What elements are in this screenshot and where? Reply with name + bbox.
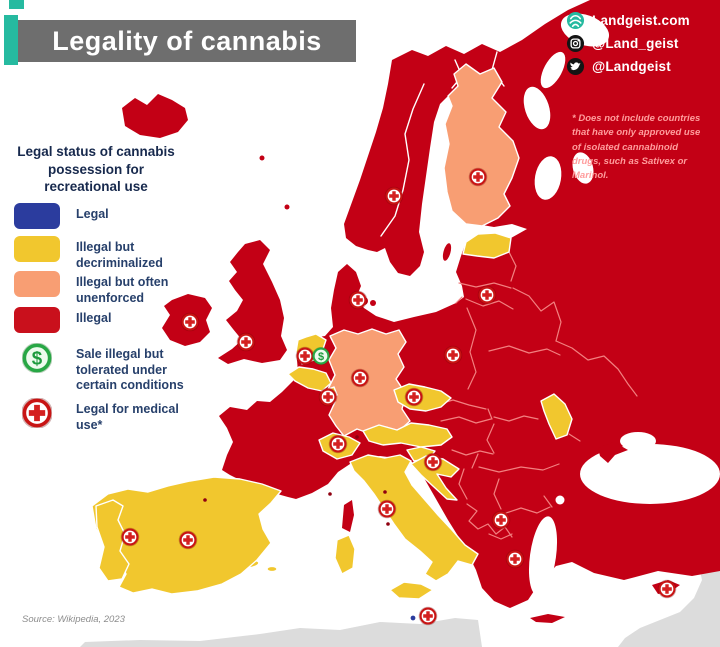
country-iceland xyxy=(122,94,188,138)
legend-item-medical-use: Legal for medical use* xyxy=(14,398,184,433)
north-macedonia-medical-marker xyxy=(491,510,511,530)
lithuania-medical-marker xyxy=(477,285,497,305)
spain-medical-marker xyxy=(178,530,198,550)
medical-cross-icon xyxy=(22,398,52,428)
norway-medical-marker xyxy=(384,186,404,206)
social-row-twitter: @Landgeist xyxy=(566,57,690,76)
united-kingdom-medical-marker xyxy=(236,332,256,352)
border-lines-pink xyxy=(435,251,638,540)
country-united-kingdom xyxy=(218,240,287,364)
country-andorra xyxy=(203,498,207,502)
source-caption: Source: Wikipedia, 2023 xyxy=(22,614,125,625)
legend-item-legal: Legal xyxy=(14,203,184,229)
luxembourg-medical-marker xyxy=(318,387,338,407)
legend-item-decriminalized: Illegal but decriminalized xyxy=(14,236,184,271)
switzerland-medical-marker xyxy=(328,434,348,454)
island-shetland xyxy=(284,204,290,210)
island-funen xyxy=(370,300,376,306)
legal-swatch xyxy=(14,203,60,229)
island-crete xyxy=(530,614,565,623)
island-sardinia xyxy=(334,534,356,575)
social-links: Landgeist.com @Land_geist @Landgeist xyxy=(566,11,690,76)
island-faroe xyxy=(259,155,265,161)
greece-medical-marker xyxy=(505,549,525,569)
country-portugal xyxy=(95,499,130,582)
illegal-swatch xyxy=(14,307,60,333)
unenforced-swatch xyxy=(14,271,60,297)
legend-item-unenforced: Illegal but often unenforced xyxy=(14,271,184,306)
page-title: Legality of cannabis xyxy=(52,25,322,56)
country-monaco xyxy=(328,492,332,496)
island-menorca xyxy=(266,565,278,573)
country-liechtenstein xyxy=(355,435,359,439)
portugal-medical-marker xyxy=(120,527,140,547)
teal-accent-bar xyxy=(4,15,18,65)
country-finland xyxy=(443,63,520,227)
island-sicily xyxy=(389,581,434,600)
country-germany xyxy=(327,328,411,437)
country-middle-east xyxy=(618,540,720,647)
country-belgium xyxy=(287,366,332,392)
website-label: Landgeist.com xyxy=(592,13,690,28)
teal-accent-nub xyxy=(9,0,24,9)
croatia-medical-marker xyxy=(423,452,443,472)
twitter-icon xyxy=(566,57,585,76)
country-estonia xyxy=(462,232,512,259)
twitter-handle: @Landgeist xyxy=(592,59,671,74)
germany-medical-marker xyxy=(350,368,370,388)
instagram-handle: @Land_geist xyxy=(592,36,679,51)
country-malta xyxy=(409,614,417,622)
country-north-africa xyxy=(80,618,482,647)
legend-title: Legal status of cannabis possession for … xyxy=(17,144,175,195)
italy-medical-marker xyxy=(377,499,397,519)
country-austria xyxy=(362,422,453,448)
sea-cutouts xyxy=(523,13,720,596)
finland-medical-marker xyxy=(468,167,488,187)
country-san-marino xyxy=(383,490,387,494)
czechia-medical-marker xyxy=(404,387,424,407)
medical-use-footnote: * Does not include countries that have o… xyxy=(572,113,701,181)
microstate-dots xyxy=(203,435,390,526)
legend-item-illegal: Illegal xyxy=(14,307,184,333)
island-corsica xyxy=(342,500,354,532)
title-banner: Legality of cannabis xyxy=(18,20,356,62)
landgeist-globe-icon xyxy=(566,11,585,30)
netherlands-tolerated-marker xyxy=(311,346,331,366)
instagram-icon xyxy=(566,34,585,53)
poland-medical-marker xyxy=(443,345,463,365)
social-row-website: Landgeist.com xyxy=(566,11,690,30)
cyprus-medical-marker xyxy=(657,579,677,599)
country-vatican xyxy=(386,522,390,526)
country-moldova xyxy=(540,393,573,440)
malta-medical-marker xyxy=(418,606,438,626)
social-row-instagram: @Land_geist xyxy=(566,34,690,53)
legend-item-tolerated-sale: Sale illegal but tolerated under certain… xyxy=(14,343,184,394)
denmark-medical-marker xyxy=(348,290,368,310)
netherlands-medical-marker xyxy=(295,346,315,366)
island-gotland xyxy=(442,243,452,261)
region-crimea xyxy=(598,442,628,463)
dollar-icon xyxy=(22,343,52,373)
decriminalized-swatch xyxy=(14,236,60,262)
